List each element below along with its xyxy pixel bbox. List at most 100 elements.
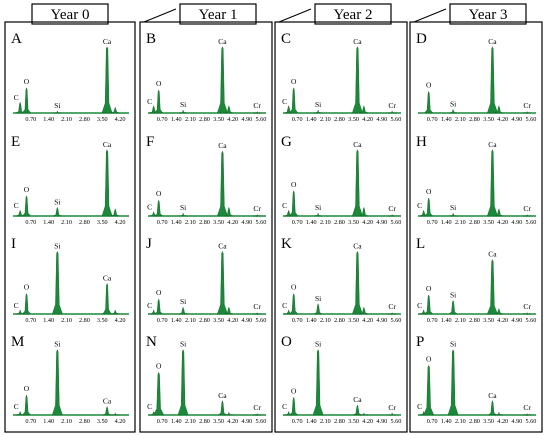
spectrum-peak-si (178, 109, 188, 114)
x-tick-label: 3.50 (483, 317, 494, 324)
x-tick-label: 2.80 (334, 116, 345, 123)
element-label-o: O (291, 283, 297, 292)
element-label-c: C (14, 301, 19, 310)
element-label-c: C (147, 203, 152, 212)
element-label-cr: Cr (388, 204, 396, 213)
spectrum-peak-cr (252, 213, 262, 217)
column-header-label: Year 1 (199, 7, 238, 23)
spectrum-peak-si (51, 349, 63, 416)
spectrum-panel-I: I CO Si Ca 0.70 1.40 2.10 2.80 3.50 4.20 (11, 236, 129, 324)
panel-label: F (146, 134, 154, 150)
spectrum-peak-minor (110, 208, 120, 217)
element-label-o: O (156, 79, 162, 88)
column-frame-2 (274, 21, 408, 433)
spectrum-peak-o (21, 195, 32, 217)
x-tick-label: 0.70 (25, 116, 36, 123)
x-tick-label: 3.50 (213, 116, 224, 123)
x-tick-label: 5.60 (526, 219, 537, 226)
x-tick-label: 3.50 (483, 418, 494, 425)
x-tick-label: 1.40 (441, 418, 452, 425)
element-label-si: Si (180, 297, 186, 306)
x-tick-label: 2.10 (61, 418, 72, 425)
panel-label: K (281, 236, 292, 252)
element-label-si: Si (450, 99, 456, 108)
x-tick-label: 1.40 (43, 219, 54, 226)
spectrum-panel-B: B CO Si Ca Cr 0.70 1.40 2.10 2.80 3.50 4.20 4.90 5.6… (146, 31, 266, 123)
column-header-box (449, 3, 527, 25)
x-tick-label: 3.50 (348, 418, 359, 425)
x-tick-label: 0.70 (427, 219, 438, 226)
x-tick-label: 2.10 (320, 317, 331, 324)
element-label-ca: Ca (353, 395, 362, 404)
element-label-ca: Ca (218, 391, 227, 400)
x-tick-label: 3.50 (348, 116, 359, 123)
spectrum-peak-si (53, 110, 62, 114)
spectrum-peak-si (51, 250, 63, 315)
element-label-ca: Ca (353, 140, 362, 149)
element-label-cr: Cr (388, 403, 396, 412)
element-label-ca: Ca (103, 37, 112, 46)
panel-label: J (146, 236, 152, 252)
spectrum-panel-F: F CO Si Ca Cr 0.70 1.40 2.10 2.80 3.50 4.20 4.90 5.6… (146, 134, 266, 226)
x-tick-label: 5.60 (391, 317, 402, 324)
x-tick-label: 1.40 (441, 116, 452, 123)
spectrum-peak-o (289, 396, 299, 416)
panel-label: C (281, 31, 291, 47)
element-label-o: O (426, 284, 432, 293)
spectrum-peak-ca (217, 250, 228, 315)
spectrum-peak-ca (352, 404, 363, 416)
element-label-c: C (282, 301, 287, 310)
x-tick-label: 4.90 (241, 116, 252, 123)
element-label-ca: Ca (353, 241, 362, 250)
spectrum-panel-J: J CO Si Ca Cr 0.70 1.40 2.10 2.80 3.50 4.20 4.90 5.6… (146, 236, 266, 324)
x-tick-label: 2.80 (469, 317, 480, 324)
panel-label: N (146, 334, 157, 350)
panel-label: E (11, 134, 20, 150)
x-tick-label: 2.10 (185, 317, 196, 324)
x-tick-label: 0.70 (427, 418, 438, 425)
x-tick-label: 2.80 (79, 418, 90, 425)
element-label-o: O (24, 77, 30, 86)
element-label-o: O (426, 354, 432, 363)
spectrum-panel-L: L CO Si Ca Cr 0.70 1.40 2.10 2.80 3.50 4.20 4.90 5.6… (416, 236, 536, 324)
column-headers: Year 0 Year 1 Year 2 Year 3 (31, 3, 527, 25)
spectrum-peak-cr (252, 110, 262, 114)
element-label-c: C (282, 97, 287, 106)
x-tick-label: 2.10 (61, 317, 72, 324)
x-tick-label: 4.20 (362, 116, 373, 123)
spectrum-panel-A: A CO Si Ca 0.70 1.40 2.10 2.80 3.50 4.20 (11, 31, 129, 123)
spectrum-peak-ca (101, 46, 113, 114)
header-connector-line (143, 8, 177, 23)
x-tick-label: 5.60 (256, 116, 267, 123)
element-label-o: O (291, 180, 297, 189)
x-tick-label: 4.90 (376, 317, 387, 324)
column-header-label: Year 2 (334, 7, 373, 23)
x-tick-label: 0.70 (292, 418, 303, 425)
panel-label: B (146, 31, 156, 47)
spectrum-peak-si (178, 212, 188, 217)
element-label-si: Si (450, 203, 456, 212)
column-header-label: Year 3 (469, 7, 508, 23)
panel-label: D (416, 31, 427, 47)
x-tick-label: 2.80 (199, 219, 210, 226)
element-label-cr: Cr (253, 204, 261, 213)
x-tick-label: 1.40 (43, 116, 54, 123)
spectrum-peak-minor (359, 412, 369, 416)
x-tick-label: 3.50 (97, 317, 108, 324)
spectrum-peak-si (313, 212, 323, 217)
x-tick-label: 4.20 (227, 219, 238, 226)
spectrum-panel-E: E CO Si Ca 0.70 1.40 2.10 2.80 3.50 4.20 (11, 134, 129, 226)
spectrum-peak-o (423, 364, 435, 416)
panel-label: P (416, 334, 424, 350)
x-tick-label: 4.20 (115, 116, 126, 123)
element-label-ca: Ca (488, 37, 497, 46)
spectrum-peak-cr (252, 311, 262, 315)
x-tick-label: 2.80 (469, 219, 480, 226)
x-tick-label: 4.20 (362, 418, 373, 425)
spectrum-peak-ca (102, 282, 112, 315)
column-frames (4, 21, 543, 433)
element-label-cr: Cr (253, 403, 261, 412)
x-tick-label: 1.40 (43, 317, 54, 324)
x-tick-label: 4.90 (241, 418, 252, 425)
x-tick-label: 4.20 (227, 116, 238, 123)
